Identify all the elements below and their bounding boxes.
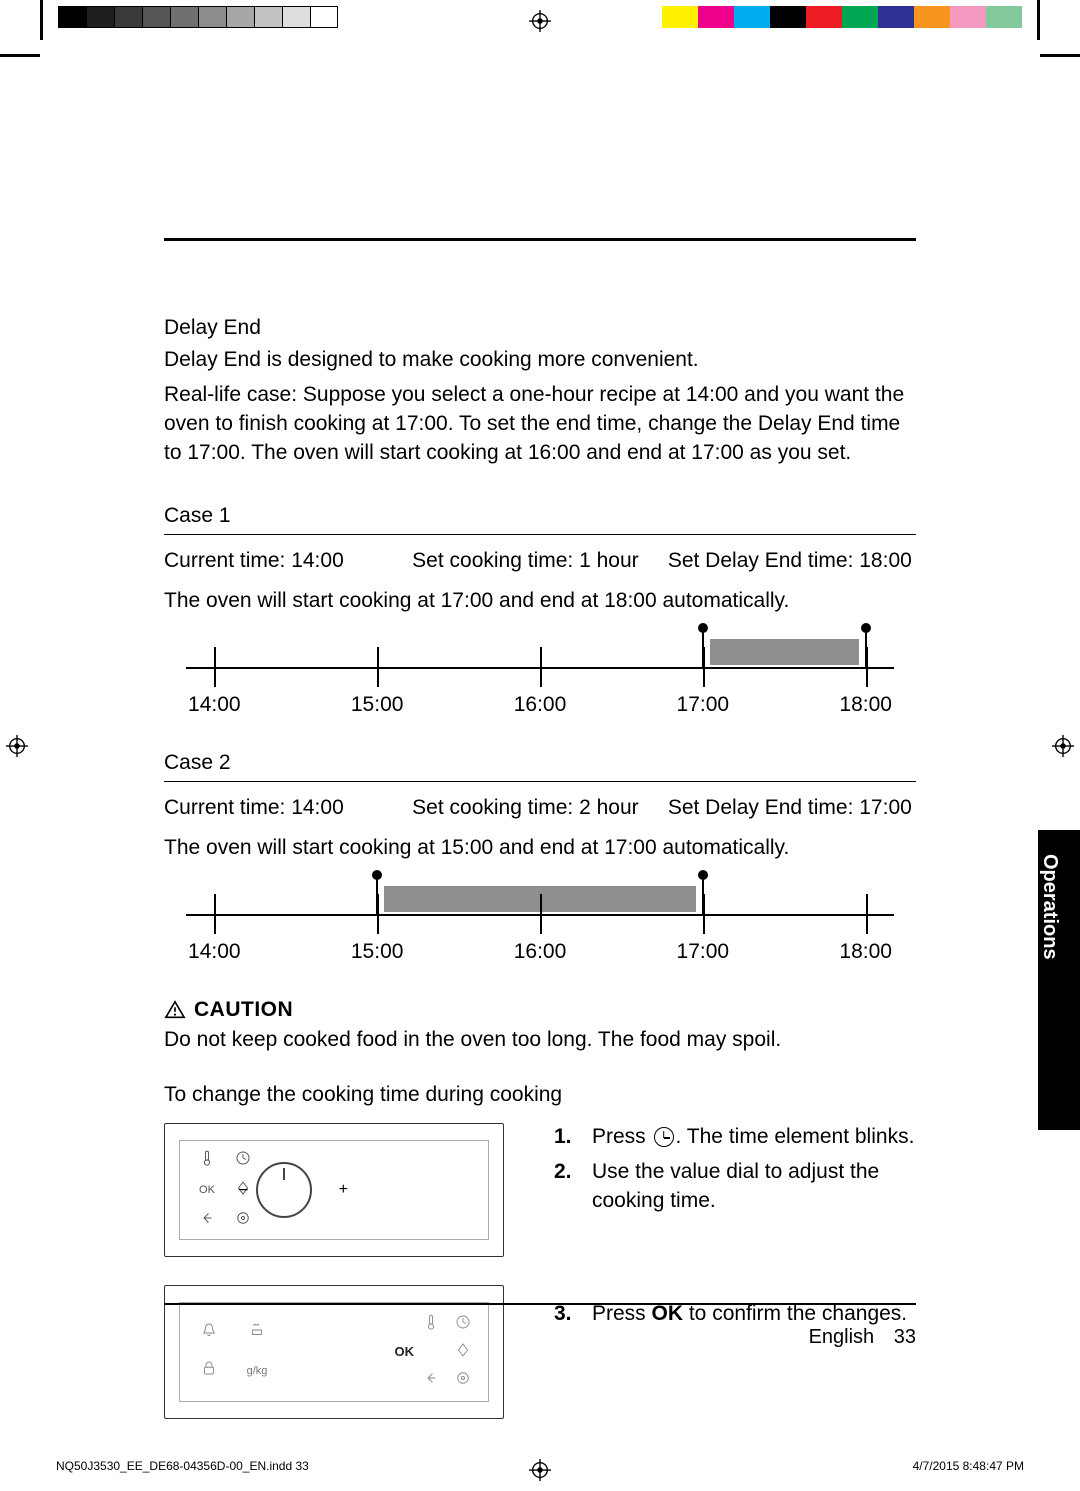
meta-footer: NQ50J3530_EE_DE68-04356D-00_EN.indd 33 4… xyxy=(56,1459,1024,1473)
thermometer-icon xyxy=(198,1149,216,1170)
case1-timeline: 14:00 15:00 16:00 17:00 18:00 xyxy=(186,625,894,715)
ok-label: OK xyxy=(199,1184,215,1196)
case1-delay: Set Delay End time: 18:00 xyxy=(668,549,916,573)
gray-swatches xyxy=(58,6,338,28)
timeline-label: 14:00 xyxy=(188,693,241,717)
timeline-label: 17:00 xyxy=(677,693,730,717)
clock-icon xyxy=(234,1149,252,1170)
print-bar xyxy=(0,0,1080,36)
case2-timeline: 14:00 15:00 16:00 17:00 18:00 xyxy=(186,872,894,962)
dial-wrap: − + xyxy=(256,1162,332,1218)
section-tab-label: Operations xyxy=(1038,830,1071,960)
warning-triangle-icon xyxy=(164,999,186,1021)
panel2-ok-label: OK xyxy=(395,1344,415,1359)
case2-params: Current time: 14:00 Set cooking time: 2 … xyxy=(164,796,916,820)
section-title: Delay End xyxy=(164,316,916,340)
light-icon xyxy=(454,1369,472,1390)
timeline-label: 16:00 xyxy=(514,940,567,964)
case1-current: Current time: 14:00 xyxy=(164,549,412,573)
color-swatches xyxy=(662,6,1022,28)
crop-mark-icon xyxy=(1037,0,1040,40)
step-2: 2. Use the value dial to adjust the cook… xyxy=(554,1158,916,1216)
back-icon xyxy=(198,1209,216,1230)
timeline-label: 15:00 xyxy=(351,693,404,717)
back-icon xyxy=(422,1369,440,1390)
case1-note: The oven will start cooking at 17:00 and… xyxy=(164,589,916,613)
timeline-label: 17:00 xyxy=(677,940,730,964)
timeline-label: 18:00 xyxy=(839,940,892,964)
page: Operations Delay End Delay End is design… xyxy=(56,60,1024,1405)
clock-icon xyxy=(654,1127,674,1147)
page-footer: English 33 xyxy=(809,1326,916,1349)
caution-label: CAUTION xyxy=(194,998,293,1022)
case1-params: Current time: 14:00 Set cooking time: 1 … xyxy=(164,549,916,573)
change-time-heading: To change the cooking time during cookin… xyxy=(164,1083,916,1107)
timeline-label: 14:00 xyxy=(188,940,241,964)
footer-lang: English xyxy=(809,1326,875,1348)
steam-icon xyxy=(248,1321,266,1344)
meta-file: NQ50J3530_EE_DE68-04356D-00_EN.indd 33 xyxy=(56,1459,309,1473)
caution-row: CAUTION xyxy=(164,998,916,1022)
clock-icon xyxy=(454,1313,472,1334)
case2-note: The oven will start cooking at 15:00 and… xyxy=(164,836,916,860)
step-1: 1. Press . The time element blinks. xyxy=(554,1123,916,1152)
case2-current: Current time: 14:00 xyxy=(164,796,412,820)
panel2-right-grid xyxy=(420,1314,488,1390)
options-icon xyxy=(454,1341,472,1362)
dial-plus-icon: + xyxy=(339,1181,348,1199)
steps-list: 1. Press . The time element blinks. 2. U… xyxy=(554,1123,916,1216)
panel-column: OK − + xyxy=(164,1123,504,1447)
case1-cook: Set cooking time: 1 hour xyxy=(412,549,668,573)
lock-icon xyxy=(200,1359,218,1382)
footer-page: 33 xyxy=(894,1326,916,1348)
weight-icon: g/kg xyxy=(247,1365,268,1377)
case2-header: Case 2 xyxy=(164,751,916,782)
oven-panel-1: OK − + xyxy=(164,1123,504,1257)
bell-icon xyxy=(200,1321,218,1344)
panel2-left-grid: g/kg xyxy=(180,1321,300,1383)
light-icon xyxy=(234,1209,252,1230)
timeline-label: 16:00 xyxy=(514,693,567,717)
crop-mark-icon xyxy=(40,0,43,40)
section-tab: Operations xyxy=(1038,830,1080,1130)
section-body: Real-life case: Suppose you select a one… xyxy=(164,381,916,468)
registration-mark-icon xyxy=(1052,735,1074,757)
registration-mark-icon xyxy=(529,10,551,32)
rule-top xyxy=(164,238,916,241)
timeline-label: 15:00 xyxy=(351,940,404,964)
value-dial-icon xyxy=(256,1162,312,1218)
timeline-label: 18:00 xyxy=(839,693,892,717)
rule-bottom xyxy=(164,1303,916,1305)
registration-mark-icon xyxy=(6,735,28,757)
meta-timestamp: 4/7/2015 8:48:47 PM xyxy=(913,1459,1024,1473)
dial-minus-icon: − xyxy=(238,1179,249,1200)
steps-column: 1. Press . The time element blinks. 2. U… xyxy=(554,1123,916,1447)
crop-mark-icon xyxy=(1040,54,1080,57)
thermometer-icon xyxy=(422,1313,440,1334)
caution-text: Do not keep cooked food in the oven too … xyxy=(164,1026,916,1055)
section-intro: Delay End is designed to make cooking mo… xyxy=(164,346,916,375)
case2-cook: Set cooking time: 2 hour xyxy=(412,796,668,820)
crop-mark-icon xyxy=(0,54,40,57)
case2-delay: Set Delay End time: 17:00 xyxy=(668,796,916,820)
case1-header: Case 1 xyxy=(164,504,916,535)
